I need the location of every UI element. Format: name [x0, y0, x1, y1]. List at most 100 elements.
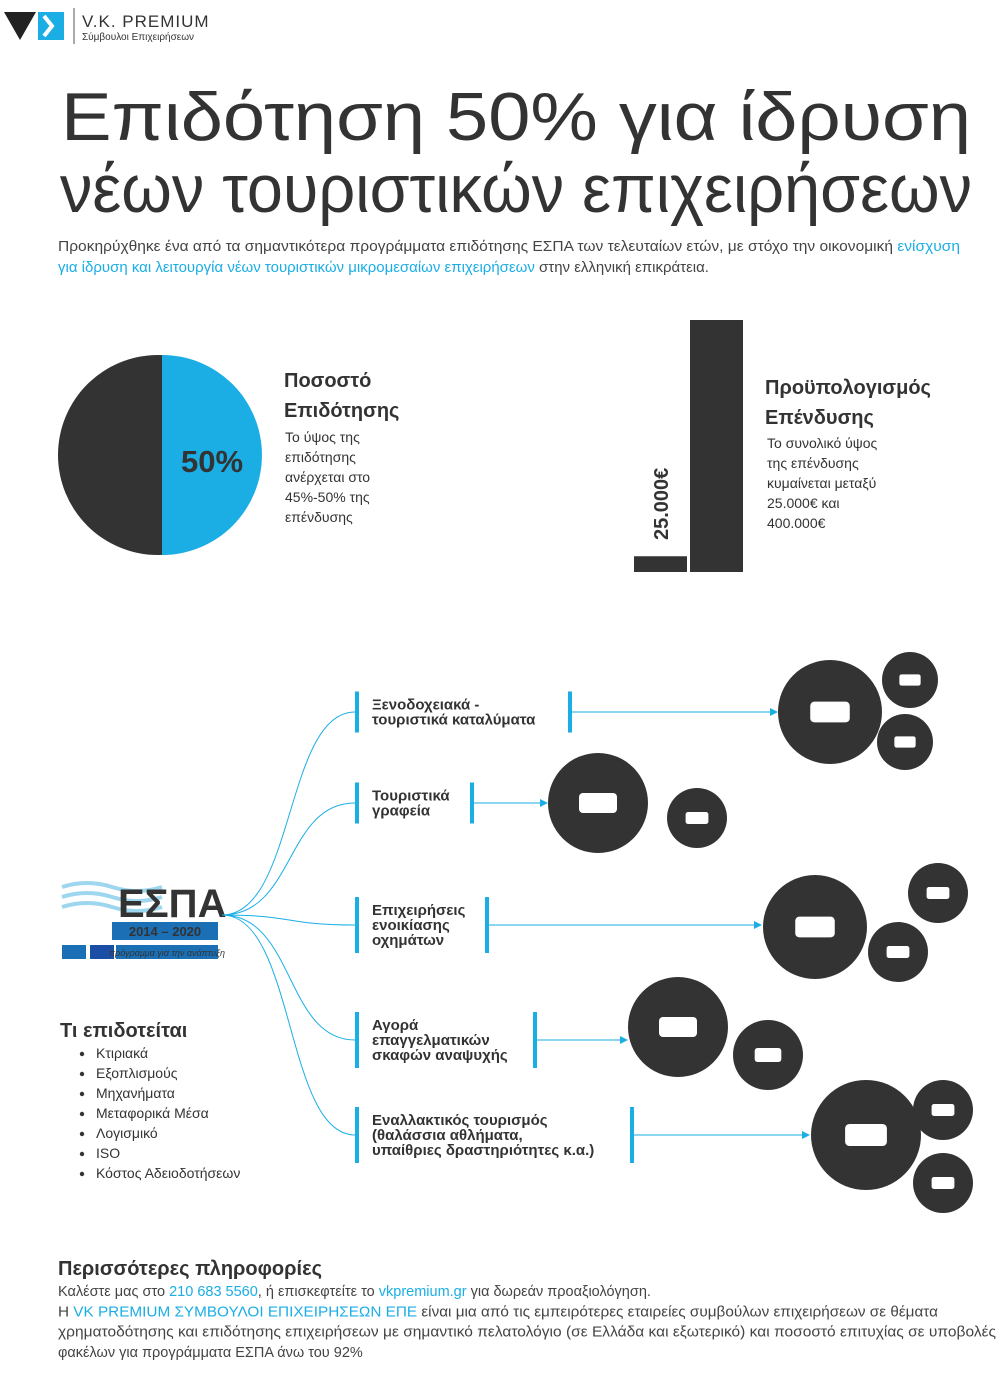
espa-motto: πρόγραμμα για την ανάπτυξη [109, 948, 225, 958]
bar-label: 25.000€ [651, 468, 673, 540]
icon-glyph [845, 1124, 887, 1146]
list-item: Κτιριακά [96, 1045, 148, 1061]
brand-tagline: Σύμβουλοι Επιχειρήσεων [82, 31, 194, 43]
bullet [79, 1071, 85, 1077]
icon-glyph [894, 736, 916, 748]
section-text: 45%-50% της [285, 489, 370, 505]
list-item: Λογισμικό [96, 1125, 158, 1141]
branch-label: σκαφών αναψυχής [372, 1047, 508, 1064]
icon-glyph [931, 1104, 955, 1116]
bullet [79, 1111, 85, 1117]
section-heading: Προϋπολογισμός [765, 377, 931, 399]
branch-bar [485, 897, 489, 953]
flag [90, 945, 114, 959]
icon-glyph [754, 1048, 782, 1062]
text-run: Προκηρύχθηκε ένα από τα σημαντικότερα πρ… [58, 238, 897, 255]
icon-glyph [931, 1177, 955, 1189]
branch-label: επαγγελματικών [372, 1032, 490, 1049]
text-run: vkpremium.gr [379, 1284, 467, 1300]
pie-label: 50% [181, 444, 243, 479]
branch-bar [355, 691, 359, 733]
arrow-head [620, 1036, 628, 1044]
intro-text: Προκηρύχθηκε ένα από τα σημαντικότερα πρ… [58, 238, 960, 255]
footer-text: Καλέστε μας στο 210 683 5560, ή επισκεφτ… [58, 1284, 651, 1300]
section-heading: Περισσότερες πληροφορίες [58, 1258, 322, 1280]
arrow-head [770, 708, 778, 716]
list-item: Μεταφορικά Μέσα [96, 1105, 209, 1121]
arrow-head [802, 1131, 810, 1139]
text-run: Η [58, 1304, 73, 1320]
section-text: Το συνολικό ύψος [767, 435, 878, 451]
branch-label: Ξενοδοχειακά - [372, 697, 479, 714]
section-text: κυμαίνεται μεταξύ [767, 475, 876, 491]
section-text: επιδότησης [285, 449, 356, 465]
branch-bar [355, 782, 359, 824]
section-text: Το ύψος της [285, 429, 360, 445]
text-run: Καλέστε μας στο [58, 1284, 169, 1300]
section-text: 400.000€ [767, 515, 826, 531]
branch-bar [568, 691, 572, 733]
bar [690, 320, 743, 572]
section-heading: Ποσοστό [284, 370, 371, 392]
text-run: είναι μια από τις εμπειρότερες εταιρείες… [417, 1304, 938, 1320]
section-heading: Επιδότησης [284, 400, 399, 422]
arrow-head [540, 799, 548, 807]
espa-period: 2014 – 2020 [129, 924, 201, 939]
footer-text: φακέλων για προγράμματα ΕΣΠΑ άνω του 92% [58, 1345, 363, 1361]
espa-band [112, 922, 218, 940]
brand-name: V.K. PREMIUM [82, 12, 210, 31]
footer-text: χρηματοδότησης και επιδότησης επιχειρήσε… [58, 1325, 996, 1341]
text-run: φακέλων για προγράμματα ΕΣΠΑ άνω του 92% [58, 1345, 363, 1361]
icon-glyph [810, 701, 850, 723]
branch-label: Αγορά [372, 1017, 419, 1034]
bullet [79, 1171, 85, 1177]
icon-glyph [579, 793, 617, 813]
bullet [79, 1051, 85, 1057]
text-run: για ίδρυση και λειτουργία νέων τουριστικ… [58, 259, 535, 276]
logo-wave [61, 891, 163, 903]
branch-bar [470, 782, 474, 824]
branch-bar [355, 897, 359, 953]
list-item: Μηχανήματα [96, 1085, 175, 1101]
text-run: για δωρεάν προαξιολόγηση. [467, 1284, 651, 1300]
bar-label: 400.000€ [707, 457, 729, 540]
branch-label: τουριστικά καταλύματα [372, 712, 536, 729]
intro-text: για ίδρυση και λειτουργία νέων τουριστικ… [58, 259, 709, 276]
list-item: Κόστος Αδειοδοτήσεων [96, 1165, 240, 1181]
branch-label: Τουριστικά [372, 788, 450, 805]
logo-mark [4, 12, 36, 40]
branch-label: ενοικίασης [372, 917, 450, 934]
branch-label: (θαλάσσια αθλήματα, [372, 1127, 523, 1144]
connector [221, 914, 356, 926]
text-run: , ή επισκεφτείτε το [258, 1284, 379, 1300]
pie-slice [162, 355, 262, 555]
icon-glyph [886, 946, 910, 958]
espa-name: ΕΣΠΑ [118, 882, 226, 926]
icon-glyph [926, 887, 950, 899]
bar [634, 556, 687, 572]
text-run: 210 683 5560 [169, 1284, 258, 1300]
logo-wave [61, 881, 163, 893]
connector [221, 914, 356, 1136]
text-run: ενίσχυση [897, 238, 960, 255]
bullet [79, 1091, 85, 1097]
section-heading: Επένδυσης [765, 407, 874, 429]
logo-wave [61, 901, 163, 913]
text-run: χρηματοδότησης και επιδότησης επιχειρήσε… [58, 1325, 996, 1341]
branch-bar [533, 1012, 537, 1068]
bullet [79, 1151, 85, 1157]
section-text: ανέρχεται στο [285, 469, 370, 485]
bullet [79, 1131, 85, 1137]
footer-text: Η VK PREMIUM ΣΥΜΒΟΥΛΟΙ ΕΠΙΧΕΙΡΗΣΕΩΝ ΕΠΕ … [58, 1304, 938, 1320]
branch-bar [355, 1012, 359, 1068]
section-text: της επένδυσης [767, 455, 859, 471]
arrow-head [754, 921, 762, 929]
title: νέων τουριστικών επιχειρήσεων [60, 151, 972, 227]
branch-label: Επιχειρήσεις [372, 902, 466, 919]
espa-band [116, 945, 218, 959]
connector [221, 802, 356, 916]
text-run: στην ελληνική επικράτεια. [535, 259, 709, 276]
icon-glyph [899, 674, 921, 686]
text-run: VK PREMIUM ΣΥΜΒΟΥΛΟΙ ΕΠΙΧΕΙΡΗΣΕΩΝ ΕΠΕ [73, 1304, 417, 1320]
